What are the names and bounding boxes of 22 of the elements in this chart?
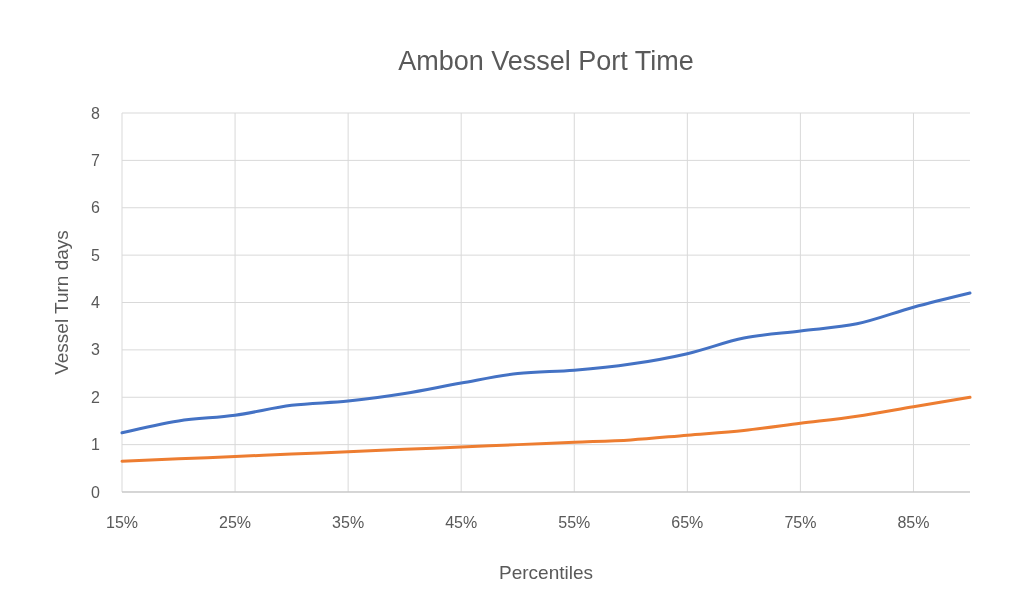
y-tick-label: 8 <box>91 104 101 122</box>
y-tick-label: 3 <box>91 341 101 359</box>
y-tick-label: 4 <box>91 294 101 312</box>
x-tick-label: 35% <box>332 514 365 531</box>
x-axis-title: Percentiles <box>499 562 593 583</box>
x-tick-label: 25% <box>219 514 252 531</box>
x-tick-label: 15% <box>105 514 139 531</box>
y-tick-label: 1 <box>91 436 101 454</box>
x-tick-label: 85% <box>897 514 930 531</box>
x-tick-label: 75% <box>784 514 817 531</box>
x-tick-label: 45% <box>445 514 478 531</box>
line-series <box>120 395 972 463</box>
chart-title: Ambon Vessel Port Time <box>398 46 694 76</box>
line-series <box>120 291 972 435</box>
x-tick-label: 65% <box>671 514 704 531</box>
y-tick-label: 6 <box>91 199 101 217</box>
y-tick-label: 5 <box>91 246 101 264</box>
x-tick-label: 55% <box>558 514 591 531</box>
y-tick-label: 0 <box>91 483 101 501</box>
y-tick-label: 7 <box>91 151 101 169</box>
y-tick-label: 2 <box>91 388 101 406</box>
y-axis-title: Vessel Turn days <box>51 230 72 375</box>
